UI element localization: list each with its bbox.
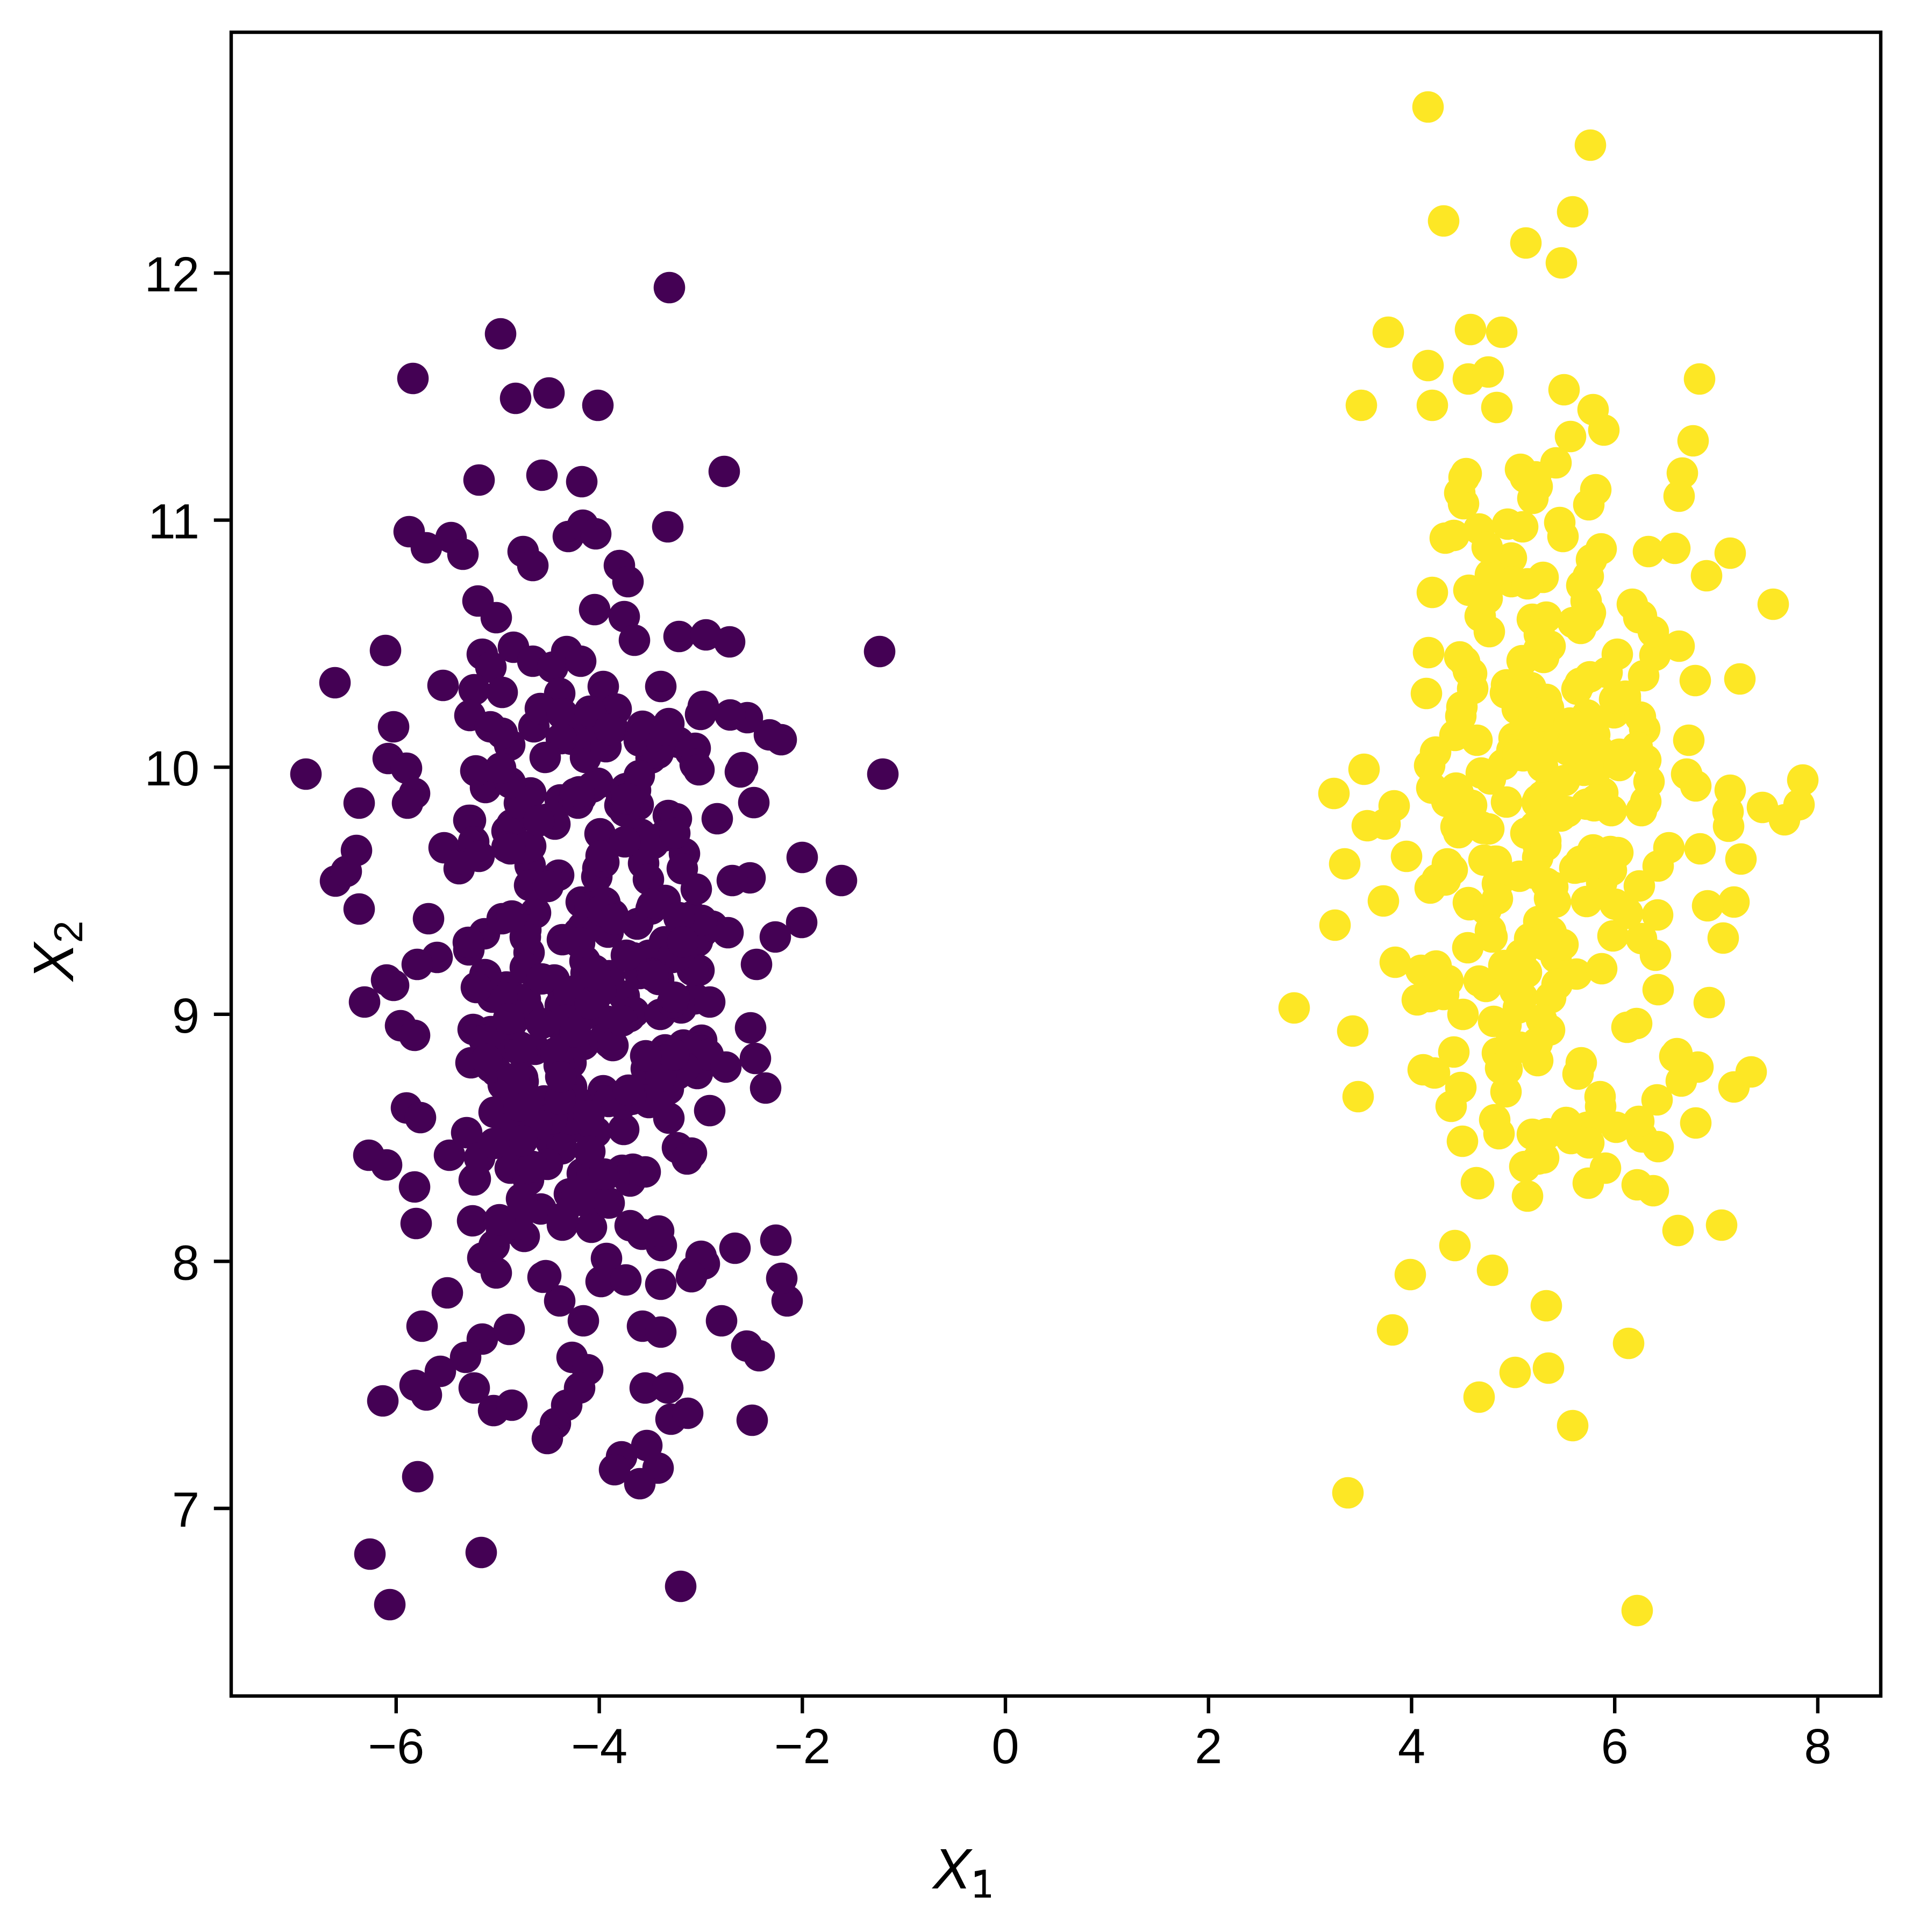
svg-text:10: 10 bbox=[145, 741, 199, 796]
svg-text:8: 8 bbox=[172, 1235, 199, 1290]
svg-text:0: 0 bbox=[991, 1719, 1019, 1774]
svg-text:X: X bbox=[931, 1837, 973, 1901]
svg-text:7: 7 bbox=[172, 1483, 199, 1537]
svg-text:9: 9 bbox=[172, 989, 199, 1043]
svg-text:8: 8 bbox=[1804, 1719, 1831, 1774]
svg-text:6: 6 bbox=[1601, 1719, 1629, 1774]
svg-text:12: 12 bbox=[145, 247, 199, 302]
svg-text:−4: −4 bbox=[571, 1719, 627, 1774]
svg-text:4: 4 bbox=[1398, 1719, 1425, 1774]
svg-text:11: 11 bbox=[148, 495, 199, 549]
svg-text:−2: −2 bbox=[774, 1719, 831, 1774]
svg-text:2: 2 bbox=[1195, 1719, 1222, 1774]
svg-text:−6: −6 bbox=[368, 1719, 424, 1774]
